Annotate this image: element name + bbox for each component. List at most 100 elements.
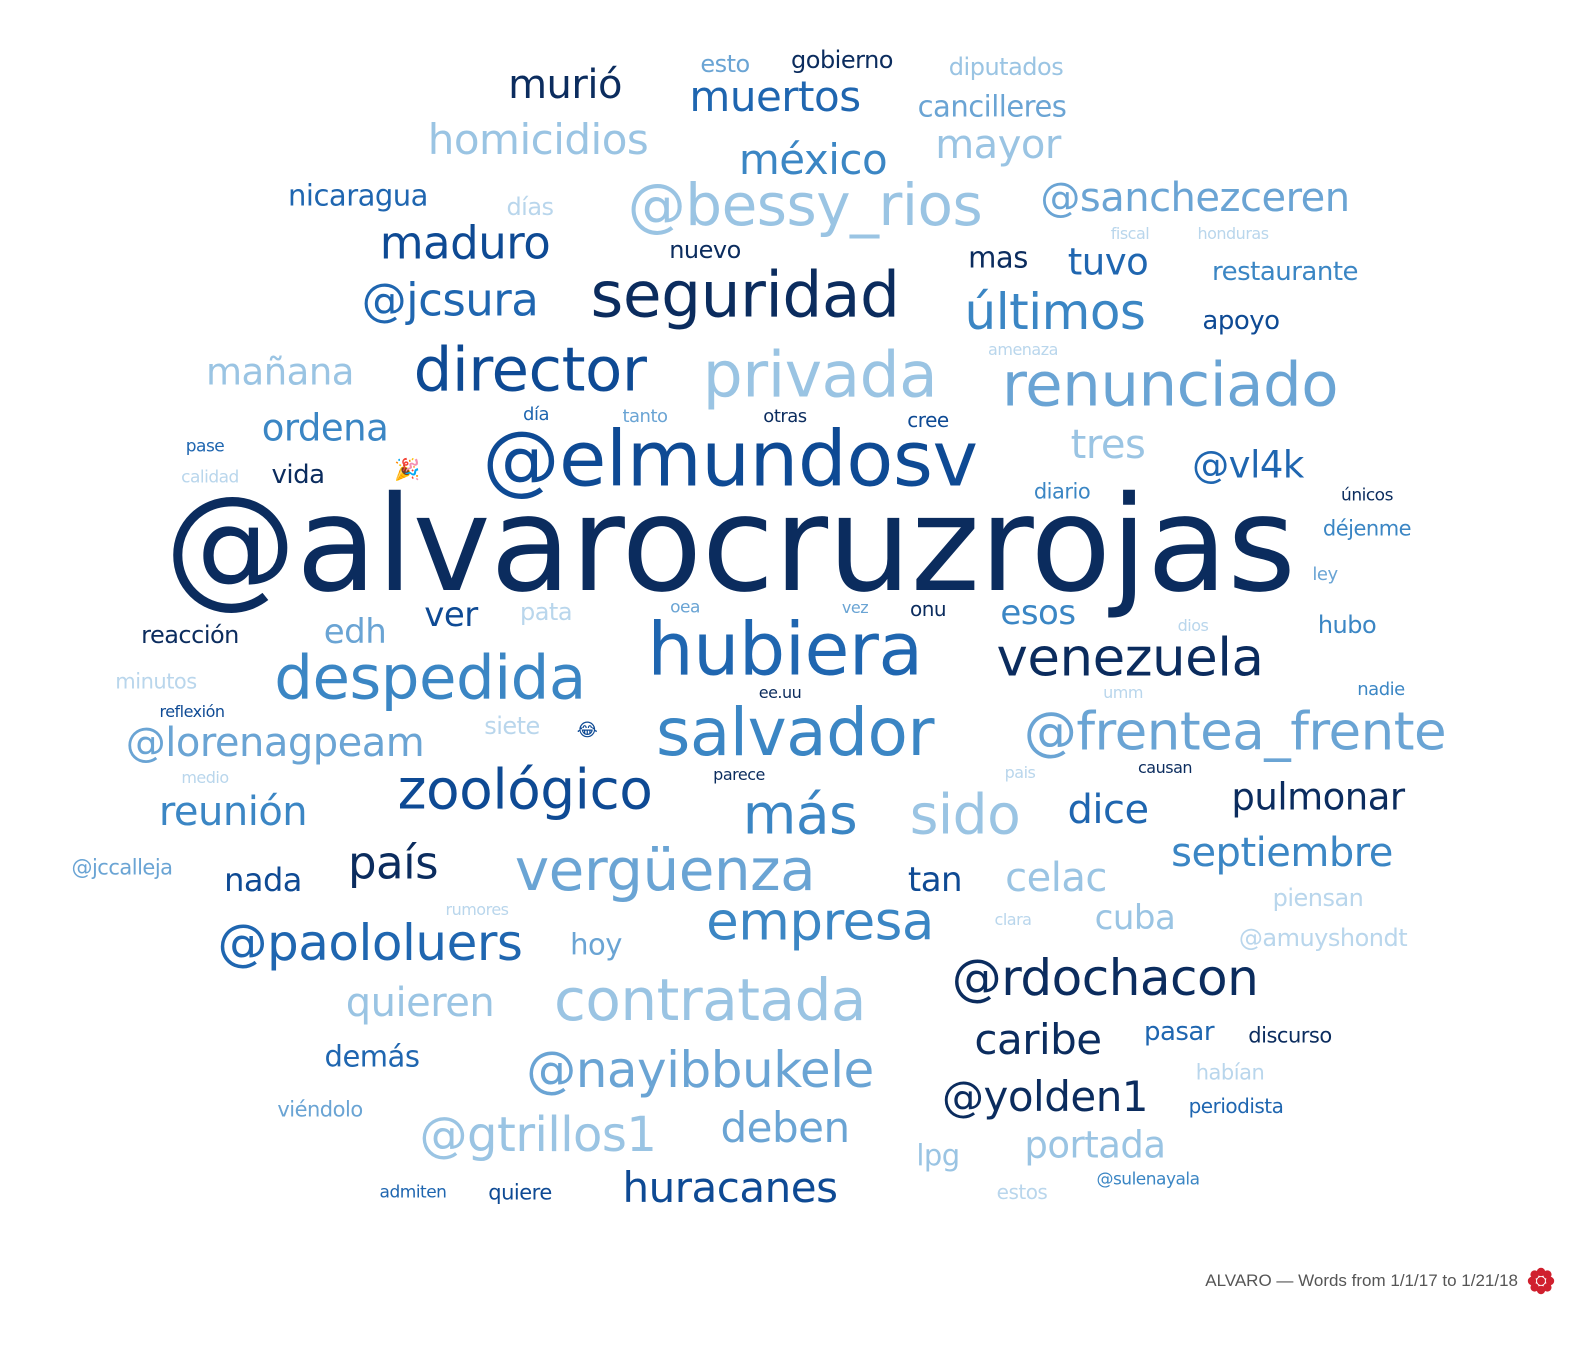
cloud-word: maduro [379,216,551,270]
cloud-word: demás [324,1039,420,1074]
cloud-word: venezuela [996,627,1264,689]
cloud-word: @jcsura [361,273,539,327]
cloud-word: días [506,193,554,221]
logo-petal [1545,1276,1555,1286]
cloud-word: ordena [261,406,389,450]
cloud-word: nadie [1357,679,1405,700]
logo-petal [1527,1276,1537,1286]
cloud-word: @sulenayala [1096,1169,1200,1190]
cloud-word: nuevo [669,236,741,264]
cloud-word: causan [1137,758,1193,777]
cloud-word: pais [1004,763,1036,782]
cloud-word: méxico [738,135,888,184]
cloud-word: @sanchezceren [1040,175,1350,221]
cloud-word: esto [700,50,750,78]
cloud-word: salvador [655,694,935,771]
cloud-word: @nayibbukele [526,1041,874,1099]
cloud-word: periodista [1188,1094,1284,1118]
cloud-word: gobierno [791,46,893,74]
cloud-word: más [742,782,858,847]
cloud-word: mas [968,240,1028,275]
cloud-word: despedida [274,642,586,714]
cloud-word: hubo [1317,611,1377,639]
cloud-word: clara [994,910,1032,929]
cloud-word: tuvo [1067,240,1149,284]
cloud-word: @paololuers [217,914,523,972]
cloud-word: rumores [445,900,510,919]
cloud-word: ley [1312,564,1338,585]
cloud-word: restaurante [1211,257,1359,287]
cloud-word: ee.uu [758,683,802,702]
cloud-word: celac [1005,855,1107,901]
cloud-word: vergüenza [514,836,816,904]
cloud-word: ver [424,595,478,635]
cloud-word: cree [907,408,949,432]
cloud-word: mañana [206,350,354,394]
cloud-word: honduras [1197,224,1269,243]
cloud-word: diario [1033,479,1091,504]
cloud-word: país [347,836,439,890]
cloud-word: otras [763,406,807,427]
cloud-word: hoy [570,927,622,962]
cloud-word: día [523,404,549,425]
cloud-word: portada [1024,1123,1166,1167]
flower-logo-icon [1527,1267,1555,1295]
logo-petal [1530,1283,1539,1292]
cloud-word: muertos [689,72,861,121]
cloud-word: hubiera [647,607,923,693]
logo-petal [1536,1285,1546,1295]
logo-petal [1536,1267,1546,1277]
cloud-word: reflexión [159,702,225,721]
cloud-word: últimos [964,283,1146,341]
cloud-word: únicos [1341,485,1393,506]
cloud-word: esos [1000,593,1076,633]
logo-petal [1530,1270,1539,1279]
cloud-word: discurso [1248,1023,1332,1048]
cloud-word: lpg [916,1138,960,1173]
cloud-word: septiembre [1171,830,1393,876]
cloud-word: @frentea_frente [1023,701,1447,763]
cloud-word: empresa [706,891,934,953]
cloud-word: quiere [488,1180,552,1205]
cloud-word: @lorenagpeam [125,720,425,766]
cloud-word: @vl4k [1192,443,1304,487]
cloud-word: reacción [141,621,239,649]
cloud-word: zoológico [397,757,653,822]
cloud-word: admiten [379,1182,447,1203]
cloud-word: @gtrillos1 [419,1107,657,1163]
cloud-word: sido [909,782,1021,847]
emoji-icon: 😂 [576,720,598,741]
cloud-word: @rdochacon [951,949,1259,1007]
cloud-word: deben [720,1103,850,1152]
cloud-word: director [413,334,647,406]
cloud-word: siete [484,712,540,740]
cloud-word: @yolden1 [941,1072,1149,1121]
cloud-word: medio [181,768,229,787]
cloud-word: quieren [345,980,495,1026]
cloud-word: apoyo [1202,306,1280,336]
cloud-word: caribe [974,1015,1102,1064]
footer-caption: ALVARO — Words from 1/1/17 to 1/21/18 [1205,1271,1518,1290]
cloud-word: homicidios [427,115,649,164]
cloud-word: @elmundosv [482,415,978,505]
cloud-word: pulmonar [1231,775,1405,819]
cloud-word: @alvarocruzrojas [164,468,1296,622]
cloud-word: cancilleres [917,89,1067,124]
cloud-word: piensan [1272,884,1364,912]
cloud-word: pase [185,436,225,457]
footer: ALVARO — Words from 1/1/17 to 1/21/18 [1205,1266,1556,1296]
emoji-icon: 🎉 [394,457,420,482]
cloud-word: reunión [158,789,308,835]
cloud-word: tan [907,860,963,900]
cloud-word: @amuyshondt [1238,924,1408,952]
cloud-word: @bessy_rios [627,171,983,239]
cloud-word: calidad [181,467,239,488]
cloud-word: dios [1177,616,1209,635]
cloud-word: parece [713,765,765,784]
cloud-word: minutos [115,669,197,694]
cloud-word: vida [271,460,325,490]
cloud-word: tres [1070,422,1146,468]
cloud-word: onu [909,597,947,621]
cloud-word: oea [670,597,700,618]
